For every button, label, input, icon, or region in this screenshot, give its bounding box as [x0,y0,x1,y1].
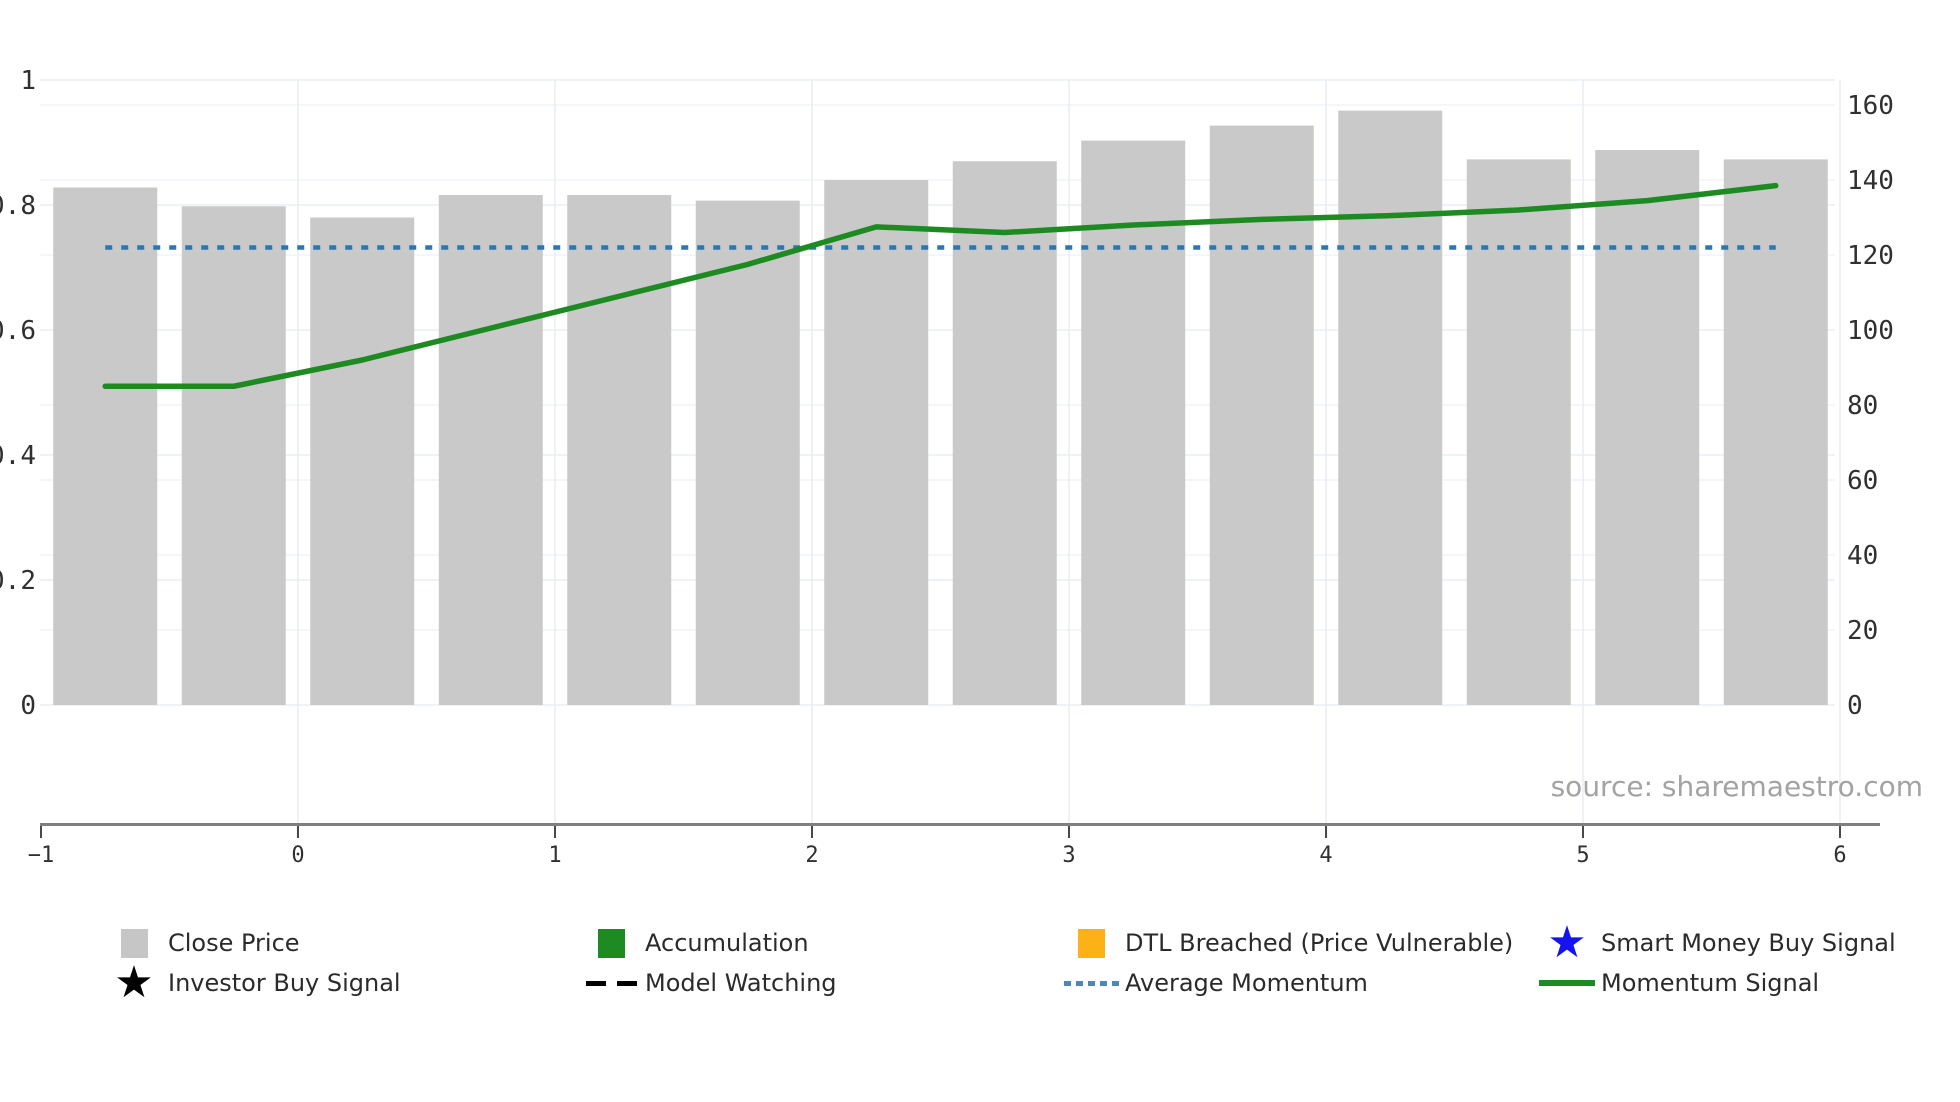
close-price-bar [53,187,158,705]
close-price-swatch-icon [100,928,168,958]
close-price-bars [53,110,1828,705]
close-price-bar [438,195,543,705]
close-price-bar [310,217,415,705]
dashed-line-icon [577,980,645,986]
source-note: source: sharemaestro.com [1550,770,1923,803]
momentum-signal-path [102,182,1779,389]
y-right-tick-label: 60 [1847,466,1878,496]
y-left-tick-label: 0 [20,691,36,721]
momentum-signal-line [102,182,1779,389]
y-right-tick-label: 40 [1847,541,1878,571]
green-line-icon [1533,980,1601,986]
y-left-tick-label: 0.4 [0,441,36,471]
close-price-bar [1723,159,1828,705]
y-right-tick-label: 0 [1847,691,1863,721]
close-price-bar [824,180,929,705]
x-axis-tick-label: 4 [1319,843,1332,868]
dotted-line-icon [1057,980,1125,986]
black-star-icon: ★ [114,957,154,1008]
close-price-bar [1338,110,1443,705]
y-right-tick-label: 120 [1847,241,1894,271]
x-axis-tick-label: 6 [1833,843,1846,868]
x-axis-tick-label: 2 [805,843,818,868]
y-left-tick-label: 0.8 [0,191,36,221]
close-price-bar [695,200,800,705]
legend-item-model-watching[interactable]: Model Watching [577,964,837,1002]
close-price-bar [181,206,286,705]
legend-item-dtl-breached[interactable]: DTL Breached (Price Vulnerable) [1057,924,1513,962]
y-right-tick-label: 100 [1847,316,1894,346]
close-price-bar [952,161,1057,705]
legend-label-investor-buy: Investor Buy Signal [168,969,401,997]
blue-star-icon: ★ [1547,917,1587,968]
legend-label-close-price: Close Price [168,929,300,957]
accumulation-swatch-icon [577,928,645,958]
y-axis-right: 0 20 40 60 80 100 120 140 160 [1847,91,1894,721]
close-price-bar [1209,125,1314,705]
y-axis-left: 0 0.2 0.4 0.6 0.8 1 [0,66,36,721]
dtl-breached-swatch-icon [1057,928,1125,958]
close-price-bar [1466,159,1571,705]
y-left-tick-label: 1 [20,66,36,96]
y-left-tick-label: 0.2 [0,566,36,596]
legend-item-average-momentum[interactable]: Average Momentum [1057,964,1368,1002]
legend-label-average-momentum: Average Momentum [1125,969,1368,997]
y-right-tick-label: 160 [1847,91,1894,121]
chart-canvas: −1 0 1 2 3 4 5 6 0 0.2 0.4 0.6 0.8 1 0 20 40 60 80 100 120… [0,66,1894,868]
x-axis-tick-label: 3 [1062,843,1075,868]
x-axis: −1 0 1 2 3 4 5 6 [28,823,1880,868]
close-price-bar [1595,150,1700,705]
y-right-tick-label: 140 [1847,166,1894,196]
x-axis-tick-label: −1 [28,843,55,868]
legend-item-accumulation[interactable]: Accumulation [577,924,809,962]
close-price-bar [567,195,672,705]
legend-item-smart-money-buy-signal[interactable]: ★ Smart Money Buy Signal [1533,917,1896,968]
close-price-bar [1081,140,1186,705]
legend-item-investor-buy-signal[interactable]: ★ Investor Buy Signal [100,957,401,1008]
legend-label-momentum-signal: Momentum Signal [1601,969,1820,997]
legend-item-close-price[interactable]: Close Price [100,924,300,962]
y-right-tick-label: 20 [1847,616,1878,646]
x-axis-tick-label: 0 [291,843,304,868]
y-right-tick-label: 80 [1847,391,1878,421]
legend-item-momentum-signal[interactable]: Momentum Signal [1533,964,1819,1002]
x-axis-tick-label: 5 [1576,843,1589,868]
x-axis-tick-label: 1 [548,843,561,868]
legend-label-smart-money: Smart Money Buy Signal [1601,929,1896,957]
legend-label-accumulation: Accumulation [645,929,809,957]
legend-label-dtl-breached: DTL Breached (Price Vulnerable) [1125,929,1514,957]
y-left-tick-label: 0.6 [0,316,36,346]
legend-label-model-watching: Model Watching [645,969,837,997]
